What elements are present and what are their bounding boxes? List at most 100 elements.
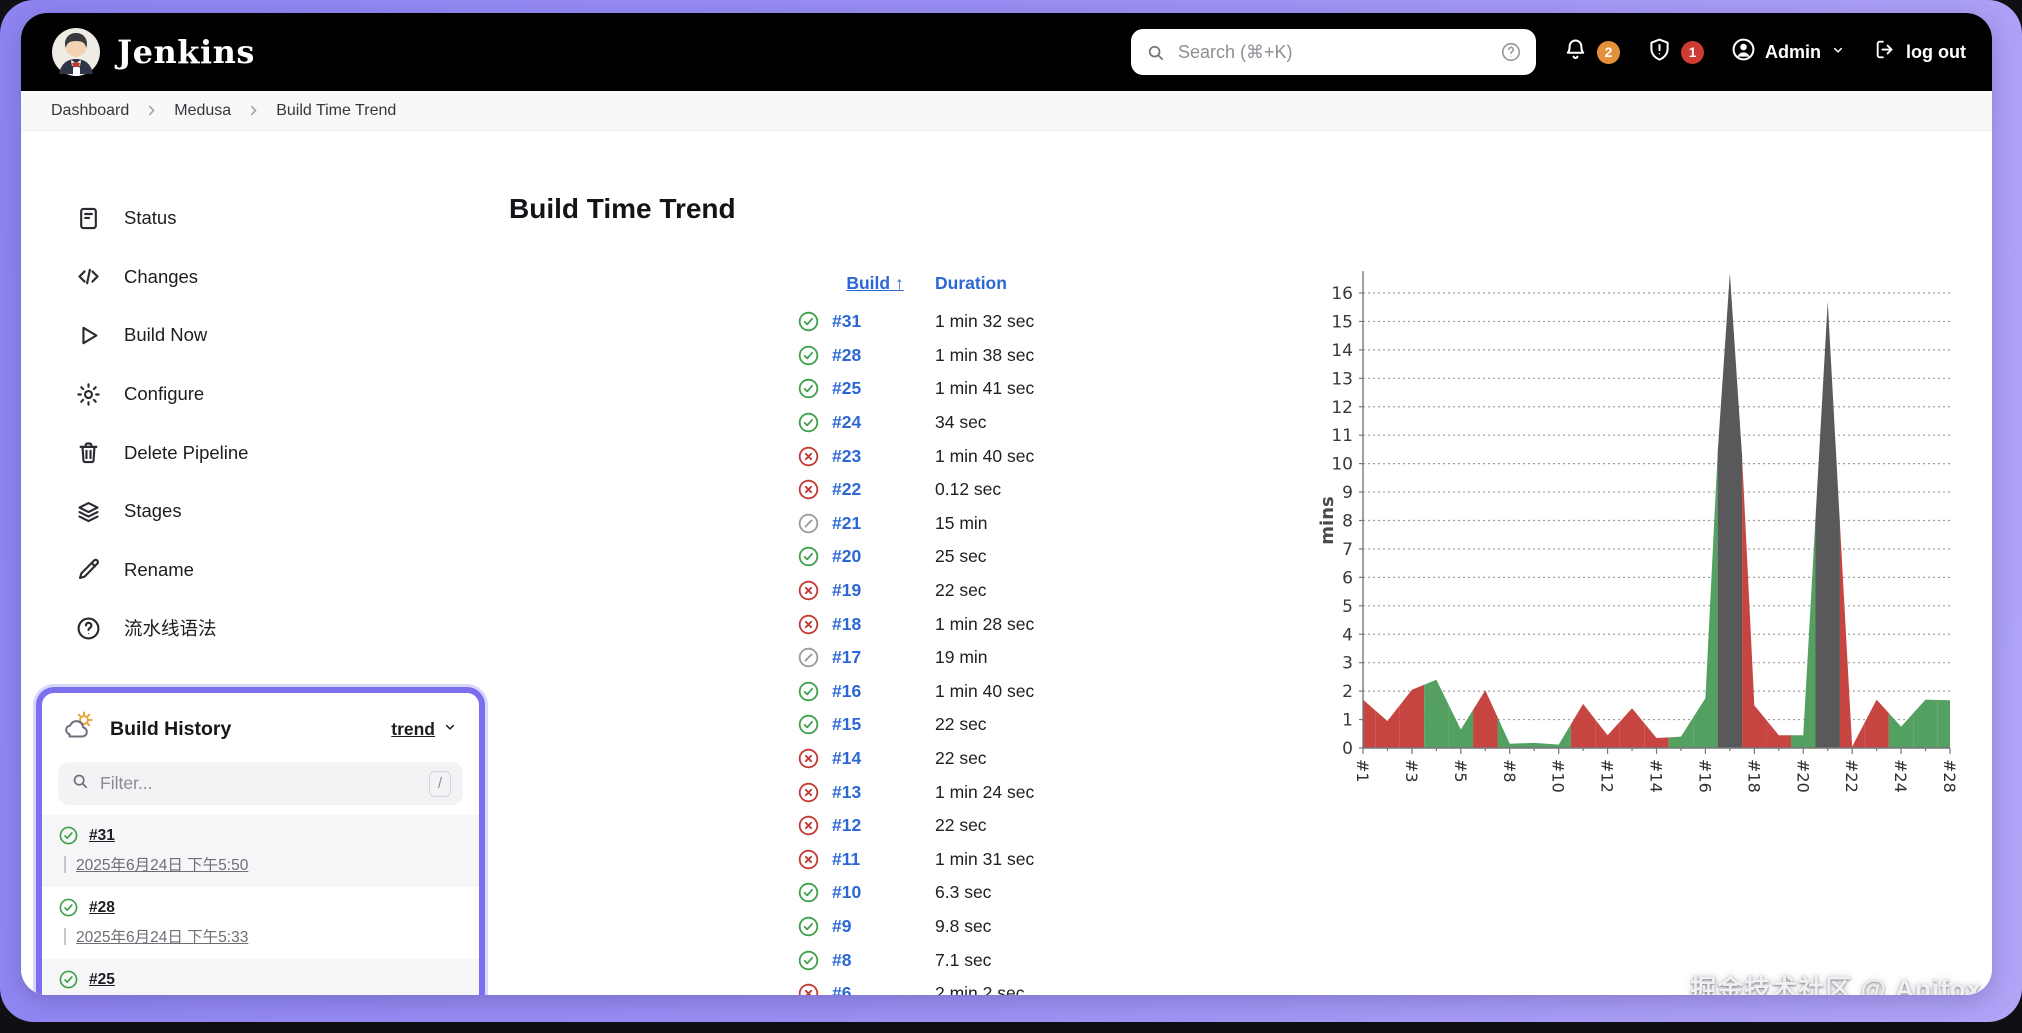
build-history-title: Build History [110, 718, 232, 740]
build-link[interactable]: #9 [832, 915, 852, 936]
build-link[interactable]: #10 [832, 882, 862, 903]
table-row: #22 0.12 sec [795, 473, 1095, 507]
build-link[interactable]: #28 [832, 344, 862, 365]
svg-text:5: 5 [1342, 597, 1353, 617]
table-row: #11 1 min 31 sec [795, 843, 1095, 877]
build-link[interactable]: #6 [832, 983, 852, 995]
column-header-build[interactable]: Build ↑ [846, 272, 904, 293]
build-link[interactable]: #25 [832, 378, 862, 399]
build-duration: 1 min 32 sec [935, 311, 1035, 332]
build-duration: 1 min 31 sec [935, 848, 1035, 869]
build-time-table: Build ↑ Duration #31 1 min 32 sec #28 1 min… [795, 269, 1095, 995]
build-link[interactable]: #24 [832, 412, 862, 433]
build-duration: 1 min 41 sec [935, 378, 1035, 399]
build-link[interactable]: #8 [832, 949, 852, 970]
build-link[interactable]: #19 [832, 580, 862, 601]
sidebar-item-rename[interactable]: Rename [53, 541, 453, 600]
history-build-link[interactable]: #25 [89, 970, 115, 988]
gear-icon [75, 381, 102, 408]
svg-text:1: 1 [1342, 711, 1353, 731]
build-link[interactable]: #14 [832, 748, 862, 769]
breadcrumb-item-medusa[interactable]: Medusa [174, 101, 232, 119]
filter-shortcut-key: / [429, 770, 451, 797]
table-row: #10 6.3 sec [795, 876, 1095, 910]
sidebar-item-label: Stages [124, 500, 182, 522]
build-duration: 1 min 40 sec [935, 445, 1035, 466]
x-circle-icon [797, 613, 820, 636]
svg-text:7: 7 [1342, 540, 1353, 560]
sidebar-item-status[interactable]: Status [53, 189, 453, 248]
build-link[interactable]: #22 [832, 479, 862, 500]
divider [64, 927, 66, 945]
build-link[interactable]: #13 [832, 781, 862, 802]
check-circle-icon [797, 713, 820, 736]
column-header-duration[interactable]: Duration [935, 272, 1007, 293]
sidebar-item-delete-pipeline[interactable]: Delete Pipeline [53, 423, 453, 482]
watermark: 掘金技术社区 @ Apifox [1690, 974, 1982, 995]
build-link[interactable]: #20 [832, 546, 862, 567]
svg-text:#16: #16 [1695, 759, 1714, 793]
search-help-icon[interactable] [1500, 41, 1522, 63]
build-link[interactable]: #15 [832, 714, 862, 735]
sidebar: Status Changes Build Now Configure Delete Pi… [53, 189, 453, 658]
pencil-icon [75, 556, 102, 583]
build-link[interactable]: #21 [832, 512, 862, 533]
sidebar-item-changes[interactable]: Changes [53, 248, 453, 307]
breadcrumb-item-build-time-trend[interactable]: Build Time Trend [276, 101, 397, 119]
search-input[interactable]: Search (⌘+K) [1131, 29, 1537, 75]
svg-text:2: 2 [1342, 682, 1353, 702]
build-link[interactable]: #31 [832, 311, 862, 332]
security-button[interactable]: 1 [1646, 36, 1705, 68]
sidebar-item-configure[interactable]: Configure [53, 365, 453, 424]
svg-text:mins: mins [1317, 496, 1338, 544]
build-duration: 15 min [935, 512, 988, 533]
table-row: #21 15 min [795, 507, 1095, 541]
svg-text:14: 14 [1331, 341, 1353, 361]
table-row: #18 1 min 28 sec [795, 607, 1095, 641]
x-circle-icon [797, 781, 820, 804]
build-duration: 22 sec [935, 748, 987, 769]
trash-icon [75, 439, 102, 466]
history-build-date-link[interactable]: 2025年6月24日 下午5:33 [76, 929, 249, 946]
table-row: #28 1 min 38 sec [795, 339, 1095, 373]
svg-text:#3: #3 [1402, 759, 1421, 783]
sidebar-item-流水线语法[interactable]: 流水线语法 [53, 599, 453, 658]
svg-text:#1: #1 [1353, 759, 1372, 783]
user-menu[interactable]: Admin [1730, 36, 1847, 68]
chevron-down-icon [1829, 41, 1847, 64]
history-build-link[interactable]: #31 [89, 826, 115, 844]
notifications-button[interactable]: 2 [1562, 36, 1621, 68]
build-link[interactable]: #16 [832, 680, 862, 701]
user-circle-icon [1730, 36, 1757, 68]
trend-dropdown[interactable]: trend [391, 718, 459, 741]
svg-text:9: 9 [1342, 483, 1353, 503]
build-duration: 9.8 sec [935, 915, 992, 936]
build-duration: 22 sec [935, 714, 987, 735]
svg-text:13: 13 [1331, 369, 1353, 389]
sidebar-item-build-now[interactable]: Build Now [53, 306, 453, 365]
breadcrumb-item-dashboard[interactable]: Dashboard [51, 101, 130, 119]
build-link[interactable]: #23 [832, 445, 862, 466]
home-link[interactable]: Jenkins [51, 27, 255, 77]
build-link[interactable]: #11 [832, 848, 861, 869]
build-link[interactable]: #17 [832, 647, 862, 668]
sidebar-item-stages[interactable]: Stages [53, 482, 453, 541]
svg-text:15: 15 [1331, 312, 1353, 332]
svg-text:#20: #20 [1793, 759, 1812, 793]
table-row: #23 1 min 40 sec [795, 439, 1095, 473]
x-circle-icon [797, 848, 820, 871]
svg-text:11: 11 [1331, 426, 1353, 446]
check-circle-icon [797, 377, 820, 400]
history-build-date-link[interactable]: 2025年6月24日 下午5:50 [76, 857, 249, 874]
check-circle-icon [797, 310, 820, 333]
build-duration: 2 min 2 sec [935, 983, 1025, 995]
build-link[interactable]: #18 [832, 613, 862, 634]
trend-label: trend [391, 719, 435, 739]
table-header: Build ↑ Duration [795, 269, 1095, 297]
build-link[interactable]: #12 [832, 815, 862, 836]
history-build-link[interactable]: #28 [89, 898, 115, 916]
check-circle-icon [797, 680, 820, 703]
sidebar-item-label: Status [124, 207, 177, 229]
history-filter-input[interactable]: Filter... / [58, 762, 463, 805]
logout-button[interactable]: log out [1873, 37, 1966, 67]
